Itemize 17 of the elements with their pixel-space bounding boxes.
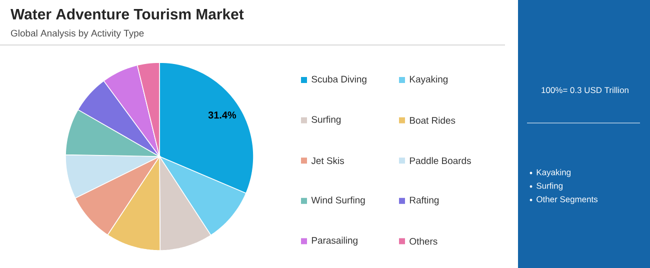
legend-label: Paddle Boards [410, 157, 471, 164]
text: Other Segments [536, 196, 598, 204]
legend-label: Rafting [410, 196, 439, 206]
text: Surfing [536, 182, 562, 190]
data-label: 31.4% [208, 112, 236, 119]
legend-label: Surfing [312, 116, 341, 125]
text: Kayaking [536, 169, 570, 177]
legend-label: Others [410, 238, 438, 245]
text: 100%= 0.3 USD Trillion [542, 86, 628, 94]
legend-label: Boat Rides [410, 116, 456, 124]
legend-label: Scuba Diving [312, 76, 366, 84]
legend-label: Parasailing [312, 236, 358, 246]
chart-title: Water Adventure Tourism Market [10, 8, 244, 20]
legend-label: Wind Surfing [311, 196, 365, 206]
chart-subtitle: Global Analysis by Activity Type [10, 30, 144, 38]
legend-label: Kayaking [410, 76, 448, 84]
legend-label: Jet Skis [311, 157, 344, 164]
